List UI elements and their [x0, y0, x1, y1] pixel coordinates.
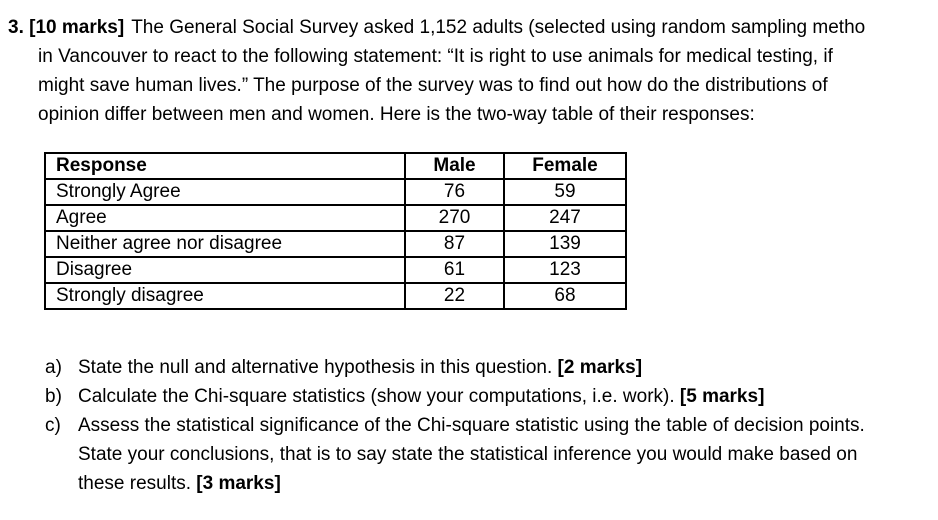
cell-response: Strongly Agree	[44, 178, 406, 206]
subquestion-b: b) Calculate the Chi-square statistics (…	[45, 382, 865, 411]
subquestions-list: a) State the null and alternative hypoth…	[45, 353, 865, 498]
subquestion-a-marker: a)	[45, 357, 62, 378]
subquestion-c-line-3-text: these results.	[78, 473, 197, 494]
subquestion-b-body: Calculate the Chi-square statistics (sho…	[78, 386, 680, 407]
cell-female: 123	[503, 256, 627, 284]
cell-male: 270	[404, 204, 505, 232]
subquestion-b-marks: [5 marks]	[679, 386, 765, 407]
subquestion-c-line-1: Assess the statistical significance of t…	[78, 415, 865, 436]
subquestion-a-marks: [2 marks]	[557, 357, 643, 378]
cell-response: Neither agree nor disagree	[44, 230, 406, 258]
cell-female: 247	[503, 204, 627, 232]
table-row: Strongly Agree 76 59	[44, 178, 627, 206]
cell-male: 87	[404, 230, 505, 258]
cell-male: 22	[404, 282, 505, 310]
subquestion-c-text: Assess the statistical significance of t…	[78, 411, 865, 498]
question-text-line-2: in Vancouver to react to the following s…	[38, 46, 833, 67]
cell-response: Strongly disagree	[44, 282, 406, 310]
table-header-row: Response Male Female	[44, 152, 627, 180]
subquestion-c: c) Assess the statistical significance o…	[45, 411, 865, 498]
question-number-marks: 3. [10 marks]	[8, 17, 125, 38]
cell-female: 59	[503, 178, 627, 206]
header-female: Female	[503, 152, 627, 180]
cell-response: Agree	[44, 204, 406, 232]
question-text-line-4: opinion differ between men and women. He…	[38, 104, 755, 125]
subquestion-c-marker: c)	[45, 415, 61, 436]
question-text-line-1: The General Social Survey asked 1,152 ad…	[131, 17, 866, 38]
table-row: Neither agree nor disagree 87 139	[44, 230, 627, 258]
subquestion-b-text: Calculate the Chi-square statistics (sho…	[78, 382, 764, 411]
cell-female: 68	[503, 282, 627, 310]
responses-table: Response Male Female Strongly Agree 76 5…	[44, 152, 627, 310]
subquestion-a: a) State the null and alternative hypoth…	[45, 353, 865, 382]
cell-response: Disagree	[44, 256, 406, 284]
question-line-1: 3. [10 marks] The General Social Survey a…	[8, 13, 865, 42]
subquestion-c-line-2: State your conclusions, that is to say s…	[78, 444, 858, 465]
subquestion-a-text: State the null and alternative hypothesi…	[78, 353, 642, 382]
subquestion-a-body: State the null and alternative hypothesi…	[78, 357, 558, 378]
subquestion-b-marker: b)	[45, 386, 62, 407]
header-response: Response	[44, 152, 406, 180]
subquestion-c-marks: [3 marks]	[196, 473, 281, 494]
cell-male: 76	[404, 178, 505, 206]
table-row: Strongly disagree 22 68	[44, 282, 627, 310]
cell-female: 139	[503, 230, 627, 258]
question-text-line-3: might save human lives.” The purpose of …	[38, 75, 828, 96]
subquestion-c-line-3: these results. [3 marks]	[78, 469, 865, 498]
header-male: Male	[404, 152, 505, 180]
table-row: Agree 270 247	[44, 204, 627, 232]
question-paragraph: 3. [10 marks] The General Social Survey a…	[8, 13, 865, 129]
cell-male: 61	[404, 256, 505, 284]
table-row: Disagree 61 123	[44, 256, 627, 284]
